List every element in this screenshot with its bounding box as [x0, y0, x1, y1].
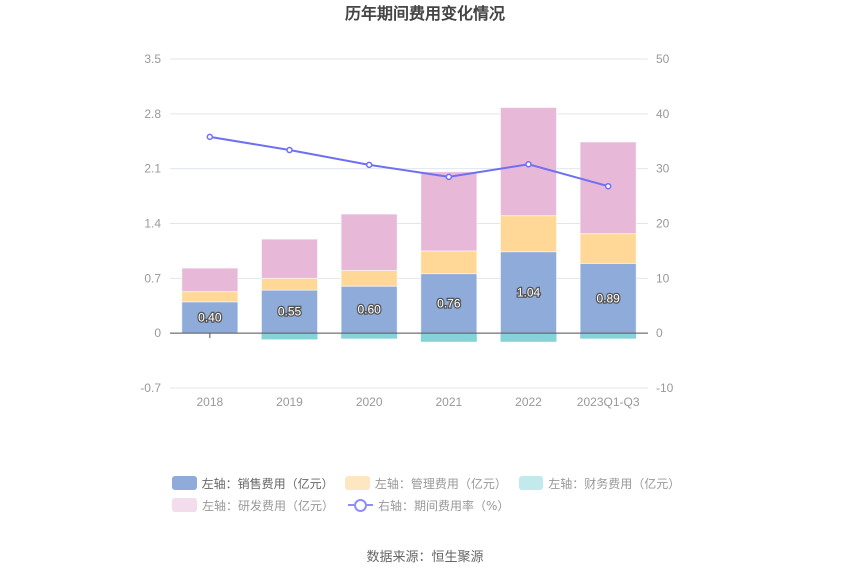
bar-value-label: 0.60 [357, 303, 381, 317]
x-axis-ticks: 2018 2019 2020 2021 2022 2023Q1-Q3 [196, 333, 640, 409]
bar-rnd[interactable] [261, 238, 318, 279]
legend-item-sales[interactable]: 左轴：销售费用（亿元） [172, 475, 334, 492]
bar-value-label: 0.40 [198, 311, 222, 325]
right-tick-label: 0 [656, 326, 663, 340]
chart-title: 历年期间费用变化情况 [345, 4, 505, 23]
bar-sales[interactable] [420, 273, 478, 334]
left-tick-label: -0.7 [140, 381, 161, 395]
bars [181, 107, 637, 342]
left-tick-label: 0 [154, 326, 161, 340]
bar-finance[interactable] [261, 333, 318, 340]
bar-value-label: 0.89 [596, 291, 620, 305]
x-tick-label: 2022 [515, 395, 542, 409]
rate-point[interactable] [286, 146, 293, 154]
bar-labels: 0.40 0.55 0.60 0.76 1.04 0.89 [197, 284, 622, 326]
legend-item-finance[interactable]: 左轴：财务费用（亿元） [518, 475, 681, 492]
bar-admin[interactable] [261, 277, 318, 291]
bar-finance[interactable] [500, 333, 557, 342]
legend-label-rnd: 左轴：研发费用（亿元） [202, 498, 335, 513]
x-tick-label: 2021 [435, 395, 462, 409]
right-tick-label: 20 [656, 217, 670, 231]
bar-finance[interactable] [420, 333, 477, 342]
x-tick-label: 2018 [196, 395, 223, 409]
data-source: 数据来源：恒生聚源 [366, 550, 484, 565]
bar-value-label: 0.76 [437, 296, 461, 310]
left-tick-label: 2.1 [144, 162, 161, 176]
legend-label-sales: 左轴：销售费用（亿元） [201, 476, 334, 491]
rate-point[interactable] [445, 173, 453, 181]
rate-point[interactable] [365, 161, 373, 169]
legend-item-admin[interactable]: 左轴：管理费用（亿元） [345, 475, 507, 492]
right-tick-label: 10 [656, 271, 670, 285]
right-axis-ticks: 50 40 30 20 10 0 -10 [656, 52, 674, 395]
legend-swatch-rnd [172, 498, 197, 512]
legend-line-circle-icon [348, 498, 374, 512]
bar-finance[interactable] [580, 333, 637, 339]
left-tick-label: 2.8 [144, 107, 161, 121]
rate-point[interactable] [525, 161, 532, 168]
left-tick-label: 1.4 [144, 217, 161, 231]
bar-admin[interactable] [181, 291, 239, 303]
x-tick-label: 2019 [276, 395, 303, 409]
legend-item-rate[interactable]: 右轴：期间费用率（%） [348, 497, 509, 514]
bar-value-label: 0.55 [278, 305, 302, 319]
bar-value-label: 1.04 [517, 285, 541, 299]
bar-rnd[interactable] [579, 141, 637, 235]
left-axis-ticks: 3.5 2.8 2.1 1.4 0.7 0 -0.7 [140, 52, 161, 395]
rate-point[interactable] [604, 182, 612, 190]
bar-rnd[interactable] [420, 171, 478, 252]
legend-swatch-sales [172, 476, 197, 490]
bar-admin[interactable] [500, 215, 557, 253]
bar-rnd[interactable] [340, 213, 398, 272]
right-tick-label: 50 [656, 52, 670, 66]
legend: 左轴：销售费用（亿元） 左轴：管理费用（亿元） 左轴：财务费用（亿元） 左轴：研… [172, 472, 692, 516]
bar-finance[interactable] [341, 333, 398, 339]
bar-admin[interactable] [420, 250, 478, 275]
legend-label-finance: 左轴：财务费用（亿元） [548, 476, 681, 491]
chart: 历年期间费用变化情况 3.5 2.8 2.1 1.4 0.7 0 -0.7 50 40 30 20… [140, 4, 674, 409]
bar-admin[interactable] [340, 270, 398, 287]
rate-point[interactable] [206, 133, 214, 141]
x-tick-label: 2020 [356, 395, 383, 409]
right-tick-label: -10 [656, 381, 674, 395]
bar-sales[interactable] [500, 251, 557, 334]
bar-rnd[interactable] [181, 267, 239, 293]
rate-line-path [209, 135, 609, 188]
legend-label-admin: 左轴：管理费用（亿元） [374, 476, 507, 491]
bar-admin[interactable] [579, 233, 637, 264]
rate-line [206, 133, 612, 190]
left-tick-label: 0.7 [144, 271, 161, 285]
right-tick-label: 30 [656, 162, 670, 176]
right-tick-label: 40 [656, 107, 670, 121]
legend-swatch-admin [345, 476, 370, 490]
legend-swatch-finance [518, 476, 544, 490]
grid-lines [170, 58, 648, 389]
x-tick-label: 2023Q1-Q3 [577, 395, 640, 409]
legend-label-rate: 右轴：期间费用率（%） [378, 498, 510, 513]
legend-item-rnd[interactable]: 左轴：研发费用（亿元） [172, 497, 334, 514]
left-tick-label: 3.5 [144, 52, 161, 66]
